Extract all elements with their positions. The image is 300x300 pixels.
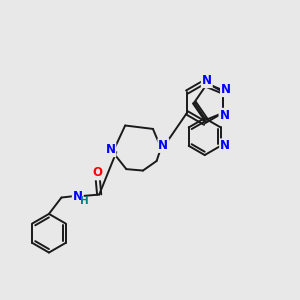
Text: N: N — [202, 74, 212, 87]
Text: N: N — [221, 83, 231, 96]
Text: H: H — [80, 196, 89, 206]
Text: N: N — [220, 109, 230, 122]
Text: N: N — [73, 190, 83, 202]
Text: N: N — [105, 143, 116, 156]
Text: N: N — [158, 139, 168, 152]
Text: O: O — [93, 167, 103, 179]
Text: N: N — [220, 139, 230, 152]
